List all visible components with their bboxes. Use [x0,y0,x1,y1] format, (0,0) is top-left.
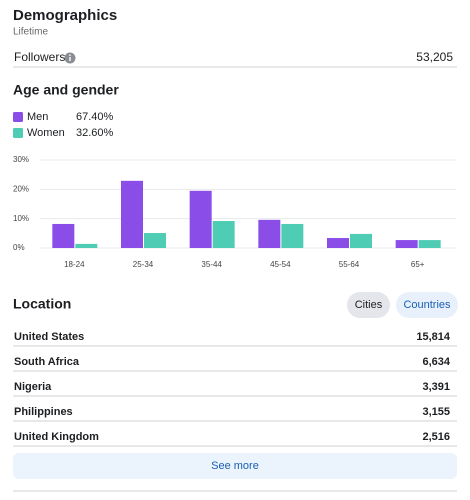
subtitle: Lifetime [13,27,48,38]
country-name: South Africa [14,356,80,368]
country-value: 3,155 [422,406,450,418]
country-value: 15,814 [416,331,451,343]
bar [75,243,98,248]
see-more-button[interactable] [13,453,457,479]
x-tick-label: 65+ [411,260,425,269]
legend-label: Men [27,111,48,123]
legend-swatch [13,112,23,122]
y-tick-label: 30% [13,155,29,164]
country-name: United States [14,331,84,343]
bar [189,190,212,248]
bar [121,180,143,248]
country-name: United Kingdom [14,431,99,443]
bar [395,240,418,248]
tab-countries[interactable] [396,292,458,318]
x-tick-label: 55-64 [339,260,360,269]
button-label: See more [211,460,259,472]
tab-label: Cities [355,299,383,311]
country-value: 6,634 [422,356,450,368]
country-name: Nigeria [14,381,52,393]
x-tick-label: 25-34 [133,260,154,269]
x-tick-label: 45-54 [270,260,291,269]
bar [52,223,75,248]
legend-share: 67.40% [76,111,114,123]
country-name: Philippines [14,406,73,418]
country-value: 2,516 [422,431,450,443]
legend-swatch [13,128,23,138]
y-tick-label: 10% [13,214,29,223]
bar [258,219,281,248]
tab-label: Countries [403,299,451,311]
followers-label: Followers [14,50,65,64]
bar [281,223,304,248]
bar [144,233,166,248]
y-tick-label: 0% [13,243,25,252]
followers-value: 53,205 [416,50,453,64]
country-value: 3,391 [422,381,450,393]
legend-label: Women [27,127,65,139]
title: Demographics [13,7,117,24]
info-icon-bar [69,57,71,61]
legend-share: 32.60% [76,127,114,139]
y-tick-label: 20% [13,184,29,193]
info-icon-dot [69,54,71,56]
x-tick-label: 35-44 [201,260,222,269]
section-title: Location [13,296,71,312]
section-title: Age and gender [13,82,119,98]
x-tick-label: 18-24 [64,260,85,269]
bar [327,238,349,248]
bar [212,221,235,248]
bar [418,240,441,248]
bar [350,233,372,248]
tab-cities[interactable] [347,292,390,318]
